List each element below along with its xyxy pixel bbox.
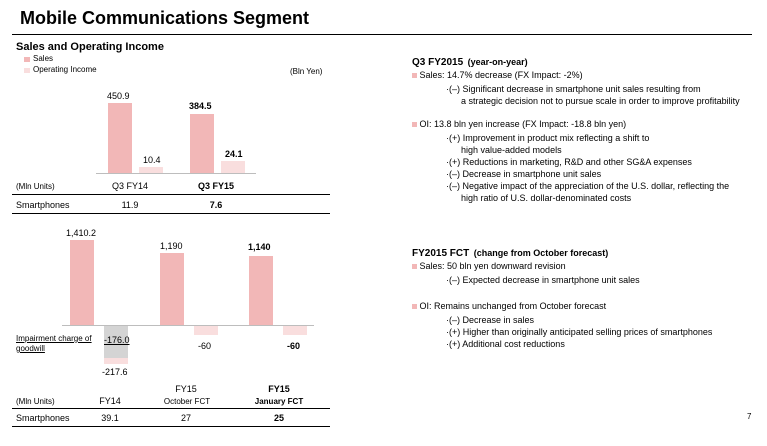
value-q3fy15-sales: 384.5 [189, 101, 212, 111]
bullet-icon [412, 304, 417, 309]
q3-oi-sub2: ·(+) Reductions in marketing, R&D and ot… [446, 157, 692, 167]
q3-heading: Q3 FY2015 [412, 57, 464, 68]
fct-oi-sub3: ·(+) Additional cost reductions [446, 339, 565, 349]
q3-oi-sub1: ·(+) Improvement in product mix reflecti… [446, 133, 650, 143]
col-oct-line1: FY15 [175, 384, 197, 394]
value-jan-oi: -60 [287, 341, 301, 351]
value-jan-sales: 1,140 [248, 242, 271, 252]
page-title: Mobile Communications Segment [20, 8, 310, 28]
bar-jan-oi [283, 325, 307, 335]
q3-sales-line: Sales: 14.7% decrease (FX Impact: -2%) [419, 70, 583, 80]
bar-q3fy15-sales [190, 114, 214, 173]
value-fy14-sales: 1,410.2 [66, 228, 97, 238]
row-unit-label-2: (Mln Units) [16, 397, 55, 406]
q3-sales-bullet: Sales: 14.7% decrease (FX Impact: -2%) [412, 69, 583, 81]
bar-jan-sales [249, 256, 273, 325]
row-unit-label: (Mln Units) [16, 182, 55, 191]
q3-oi-line: OI: 13.8 bln yen increase (FX Impact: -1… [419, 119, 627, 129]
units-q3fy14: 11.9 [121, 200, 139, 210]
q3-oi-sub4: ·(–) Negative impact of the appreciation… [446, 181, 730, 191]
fct-sales-sub1: ·(–) Expected decrease in smartphone uni… [446, 275, 640, 285]
table-divider [12, 194, 330, 195]
table-divider-2 [12, 408, 330, 409]
value-q3fy15-oi: 24.1 [225, 149, 243, 159]
forecast-baseline [62, 325, 314, 326]
table-bottom-rule-2 [12, 426, 330, 427]
value-fy14-impairment: -176.0 [104, 335, 130, 345]
fct-sales-bullet: Sales: 50 bln yen downward revision [412, 260, 566, 272]
legend-sales-swatch [24, 57, 30, 62]
q3-heading-block: Q3 FY2015 (year-on-year) [412, 52, 528, 70]
fct-heading-block: FY2015 FCT (change from October forecast… [412, 243, 608, 261]
fct-oi-sub2-text: (+) Higher than originally anticipated s… [449, 327, 713, 337]
q3-oi-bullet: OI: 13.8 bln yen increase (FX Impact: -1… [412, 118, 626, 130]
row-smartphones-label: Smartphones [16, 200, 70, 210]
units-q3fy15: 7.6 [209, 200, 223, 210]
legend-oi-label: Operating Income [33, 65, 97, 74]
q3-sales-sub1b: a strategic decision not to pursue scale… [461, 96, 740, 106]
q3-oi-sub3-text: (–) Decrease in smartphone unit sales [449, 169, 602, 179]
table-bottom-rule [12, 213, 330, 214]
col-q3fy15: Q3 FY15 [197, 181, 235, 191]
col-oct-line2: October FCT [163, 397, 211, 406]
fct-heading: FY2015 FCT [412, 248, 470, 259]
q3-oi-sub3: ·(–) Decrease in smartphone unit sales [446, 169, 602, 179]
bullet-icon [412, 73, 417, 78]
q3-sales-sub1: ·(–) Significant decrease in smartphone … [446, 84, 701, 94]
q3-sales-sub1-text: (–) Significant decrease in smartphone u… [449, 84, 701, 94]
bullet-icon [412, 122, 417, 127]
q3-oi-sub2-text: (+) Reductions in marketing, R&D and oth… [449, 157, 692, 167]
impairment-label-line1: Impairment charge of [16, 334, 92, 343]
units-fy14: 39.1 [101, 413, 119, 423]
bar-q3fy14-oi [139, 167, 163, 173]
fct-oi-sub1: ·(–) Decrease in sales [446, 315, 535, 325]
bar-q3fy14-sales [108, 103, 132, 173]
bullet-icon [412, 264, 417, 269]
value-q3fy14-oi: 10.4 [143, 155, 161, 165]
q3-oi-sub1b: high value-added models [461, 145, 562, 155]
bar-oct-oi [194, 325, 218, 335]
col-q3fy14: Q3 FY14 [111, 181, 149, 191]
q3-heading-suffix: (year-on-year) [467, 57, 528, 67]
fct-heading-suffix: (change from October forecast) [473, 248, 609, 258]
value-q3fy14-sales: 450.9 [107, 91, 130, 101]
bar-fy14-impairment [104, 325, 128, 358]
value-oct-oi: -60 [198, 341, 212, 351]
bar-q3fy15-oi [221, 161, 245, 173]
title-divider [12, 34, 752, 35]
fct-oi-sub2: ·(+) Higher than originally anticipated … [446, 327, 713, 337]
units-jan: 25 [273, 413, 284, 423]
page-number: 7 [747, 412, 752, 421]
legend-sales-label: Sales [33, 54, 54, 63]
fct-sales-line: Sales: 50 bln yen downward revision [419, 261, 566, 271]
impairment-label-line2: goodwill [16, 344, 45, 353]
fct-oi-bullet: OI: Remains unchanged from October forec… [412, 300, 606, 312]
col-jan-line1: FY15 [268, 384, 290, 394]
chart-baseline [96, 173, 256, 174]
fct-sales-sub1-text: (–) Expected decrease in smartphone unit… [449, 275, 640, 285]
q3-oi-sub1-text: (+) Improvement in product mix reflectin… [449, 133, 650, 143]
unit-label: (Bln Yen) [290, 67, 323, 76]
bar-fy14-sales [70, 240, 94, 325]
q3-oi-sub4b: high ratio of U.S. dollar-denominated co… [461, 193, 632, 203]
value-fy14-oi: -217.6 [102, 367, 128, 377]
fct-oi-line: OI: Remains unchanged from October forec… [419, 301, 607, 311]
q3-oi-sub4-text: (–) Negative impact of the appreciation … [449, 181, 730, 191]
bar-oct-sales [160, 253, 184, 325]
value-oct-sales: 1,190 [160, 241, 183, 251]
sales-oi-heading: Sales and Operating Income [16, 41, 164, 53]
legend-oi-swatch [24, 68, 30, 73]
units-oct: 27 [180, 413, 191, 423]
bar-fy14-oi [104, 358, 128, 364]
row-smartphones-label-2: Smartphones [16, 413, 70, 423]
col-jan-line2: January FCT [254, 397, 304, 406]
col-fy14: FY14 [99, 396, 121, 406]
fct-oi-sub1-text: (–) Decrease in sales [449, 315, 535, 325]
fct-oi-sub3-text: (+) Additional cost reductions [449, 339, 565, 349]
